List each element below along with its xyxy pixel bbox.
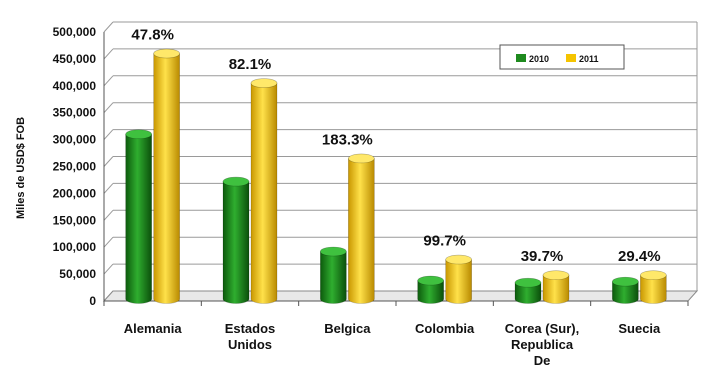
y-tick-label: 100,000 — [53, 240, 97, 254]
legend-swatch-2011 — [566, 54, 576, 62]
bar-top-2010 — [612, 276, 639, 287]
percent-label: 99.7% — [423, 233, 466, 250]
bar-2010 — [612, 281, 639, 304]
percent-label: 82.1% — [229, 56, 272, 73]
bar-2011 — [153, 53, 180, 304]
bar-top-2010 — [125, 129, 152, 140]
bar-2010 — [125, 133, 152, 304]
bar-2011 — [250, 82, 278, 304]
bar-top-2011 — [153, 48, 180, 59]
y-tick-label: 350,000 — [53, 106, 97, 120]
bar-2010 — [320, 251, 347, 304]
bar-2010 — [514, 282, 542, 304]
y-tick-label: 0 — [89, 294, 96, 308]
bar-top-2010 — [320, 246, 347, 257]
percent-label: 39.7% — [521, 248, 564, 265]
y-tick-label: 450,000 — [53, 52, 97, 66]
bar-2011 — [445, 259, 472, 304]
y-tick-label: 500,000 — [53, 25, 97, 39]
bar-2011 — [640, 274, 667, 304]
x-tick-label: Republica — [511, 337, 574, 352]
grid-line-diag — [103, 236, 114, 248]
percent-label: 183.3% — [322, 131, 373, 148]
chart-legend: 2010 2011 — [499, 44, 625, 70]
x-tick-label: Unidos — [228, 337, 272, 352]
y-tick-label: 150,000 — [53, 213, 97, 227]
grid-line-diag — [103, 75, 114, 87]
chart-floor — [102, 290, 699, 302]
grid-line-diag — [103, 48, 114, 60]
bar-2010 — [222, 181, 250, 304]
x-tick-label: Belgica — [324, 321, 371, 336]
bar-top-2011 — [542, 270, 570, 280]
chart-axes: 0 50,000 100,000 150,000 200,000 250,000 300,0… — [53, 25, 689, 308]
legend-swatch-2010 — [516, 54, 526, 62]
x-tick-label: Colombia — [415, 321, 475, 336]
grid-line-diag — [103, 263, 114, 275]
y-tick-label: 300,000 — [53, 133, 97, 147]
x-tick-label: Estados — [225, 321, 276, 336]
y-tick-label: 50,000 — [59, 267, 96, 281]
y-tick-label: 250,000 — [53, 160, 97, 174]
bar-top-2011 — [640, 270, 667, 280]
x-tick-label: Suecia — [618, 321, 661, 336]
grid-line-diag — [103, 156, 114, 167]
grid-line-diag — [103, 209, 114, 221]
bar-2010 — [417, 280, 444, 304]
bar-2011 — [542, 274, 570, 304]
bar-top-2011 — [445, 254, 472, 265]
bar-top-2010 — [514, 277, 542, 288]
percent-label: 47.8% — [131, 27, 174, 44]
x-tick-label: De — [534, 353, 551, 368]
bar-top-2010 — [417, 275, 444, 286]
grid-line-diag — [103, 129, 114, 140]
grid-line-diag — [103, 21, 114, 33]
legend-label-2011: 2011 — [579, 54, 599, 64]
chart-bars — [125, 48, 667, 304]
bar-2011 — [348, 158, 375, 304]
x-tick-label: Corea (Sur), — [505, 321, 579, 336]
legend-label-2010: 2010 — [529, 54, 549, 64]
x-tick-label: Alemania — [124, 321, 183, 336]
bar-top-2011 — [250, 78, 278, 88]
y-tick-label: 200,000 — [53, 186, 97, 200]
grid-line-diag — [103, 183, 114, 194]
percent-label: 29.4% — [618, 248, 661, 265]
y-tick-label: 400,000 — [53, 79, 97, 93]
grid-line-diag — [103, 102, 114, 114]
bar-top-2010 — [222, 176, 250, 187]
y-axis-label: Miles de USD$ FOB — [15, 117, 27, 219]
bar-top-2011 — [348, 153, 375, 164]
